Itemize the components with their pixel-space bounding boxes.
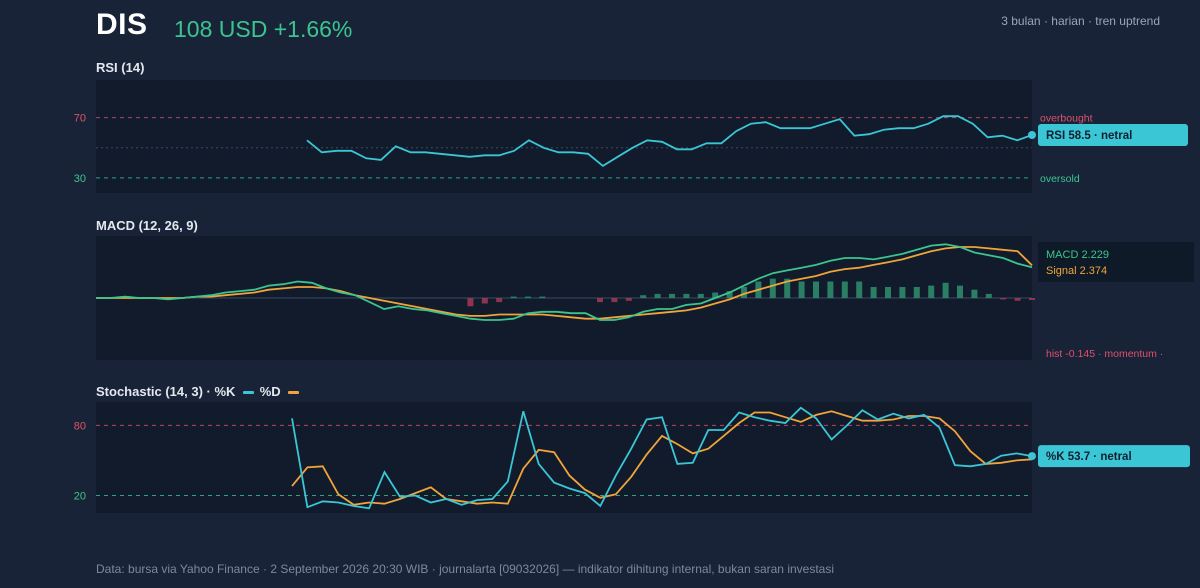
k-legend-swatch [243,391,255,395]
rsi-overbought-label: overbought [1040,113,1093,125]
chart-meta: 3 bulan · harian · tren uptrend [1001,14,1160,28]
macd-hist-bar [669,293,675,298]
macd-value-label: MACD 2.229 [1046,249,1109,261]
hist-value-label: hist -0.145 · momentum · [1046,348,1163,360]
macd-hist-bar [928,285,935,298]
rsi-badge-text: RSI 58.5 · netral [1046,130,1132,142]
macd-hist-bar [683,293,690,298]
stoch-ytick-20: 20 [74,490,86,502]
macd-hist-bar [597,298,603,303]
stoch-title-k: Stochastic (14, 3) · %K [96,384,236,399]
macd-hist-bar [496,298,503,303]
ticker-symbol: DIS [96,8,148,41]
macd-hist-bar [741,287,747,298]
macd-line [96,243,1033,321]
macd-title: MACD (12, 26, 9) [96,218,198,233]
macd-hist-bar [913,287,920,298]
macd-hist-bar [971,289,978,298]
stoch-title: Stochastic (14, 3) · %K %D [96,384,300,399]
rsi-last-point [1028,130,1036,139]
stoch-panel [96,402,1032,513]
macd-hist-bar [942,282,949,298]
rsi-title: RSI (14) [96,60,145,75]
stoch-ytick-80: 80 [74,420,86,432]
macd-hist-bar [827,281,834,298]
macd-hist-bar [1000,298,1007,300]
stoch-k-line [291,406,1033,510]
stoch-d-line [291,410,1033,506]
rsi-panel [96,80,1032,193]
macd-hist-bar [481,298,488,304]
macd-hist-bar [885,287,891,298]
macd-hist-bar [1014,298,1021,301]
macd-hist-bar [957,285,963,298]
macd-hist-bar [985,293,992,298]
rsi-badge [1038,123,1188,146]
rsi-ytick-70: 70 [74,113,86,125]
macd-hist-bar [510,296,517,298]
macd-hist-bar [798,281,805,298]
footer-source: Data: bursa via Yahoo Finance · 2 Septem… [96,562,834,576]
signal-value-label: Signal 2.374 [1046,265,1107,277]
macd-hist-bar [712,292,719,298]
stoch-badge [1038,445,1190,468]
macd-hist-bar [525,296,531,298]
macd-hist-bar [841,281,848,298]
macd-hist-bar [467,298,474,307]
macd-hist-bar [899,287,906,298]
macd-hist-bar [625,298,632,301]
price-change: 108 USD +1.66% [174,16,353,42]
macd-hist-bar [856,281,863,298]
macd-hist-bar [640,295,647,298]
macd-hist-bar [539,296,546,298]
stoch-title-d: %D [259,384,281,399]
stoch-badge-text: %K 53.7 · netral [1046,451,1132,463]
d-legend-swatch [288,391,300,395]
macd-value-box [1038,242,1194,282]
macd-hist-bar [697,293,704,298]
rsi-ytick-30: 30 [74,173,86,185]
macd-hist-bar [870,287,877,298]
macd-hist-bar [611,298,618,303]
macd-hist-bar [769,278,776,298]
macd-hist-bar [813,281,819,298]
macd-signal-line [96,246,1033,320]
macd-hist-bar [726,291,733,298]
rsi-oversold-label: oversold [1040,173,1080,185]
macd-hist-bar [1029,298,1035,300]
stoch-last-point [1028,452,1036,461]
macd-hist-bar [784,278,791,298]
macd-hist-bar [654,293,661,298]
rsi-line [306,115,1033,168]
